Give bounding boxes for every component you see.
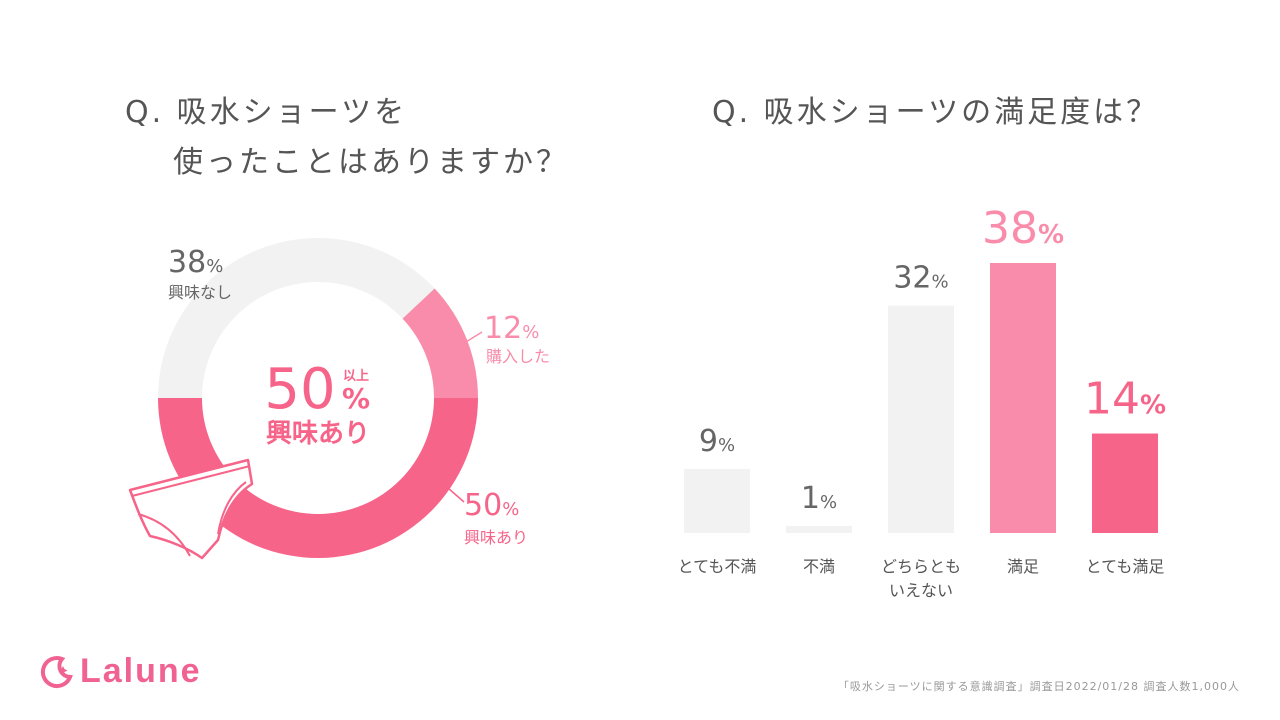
- bar-label-4: 満足: [1007, 557, 1039, 576]
- shorts-icon: [128, 458, 254, 560]
- donut-slice-bought: [402, 288, 478, 398]
- donut-center-unit: %: [342, 382, 370, 415]
- bar-label-1: とても不満: [678, 557, 757, 576]
- bar-label-3: どちらとも: [881, 557, 961, 576]
- moon-star-icon: [40, 655, 73, 688]
- donut-value-interest: 50%: [464, 488, 519, 523]
- donut-label-interest: 興味あり: [464, 528, 528, 547]
- bar-label-5: とても満足: [1086, 557, 1165, 576]
- bar-value-5: 14%: [1084, 374, 1166, 425]
- survey-footnote: 「吸水ショーツに関する意識調査」調査日2022/01/28 調査人数1,000人: [837, 680, 1240, 693]
- bar-value-1: 9%: [699, 424, 735, 459]
- bar-value-3: 32%: [893, 261, 948, 296]
- bar-value-2: 1%: [801, 481, 837, 516]
- donut-slice-interest: [158, 398, 478, 558]
- brand-name: Lalune: [80, 652, 202, 690]
- bar-value-4: 38%: [982, 203, 1064, 254]
- donut-center-value: 50: [264, 357, 335, 422]
- bar-label-2: 不満: [803, 557, 835, 576]
- right-question-title: Q. 吸水ショーツの満足度は？: [712, 95, 1160, 130]
- leader-line-interest: [447, 487, 465, 503]
- donut-center-label: 興味あり: [266, 419, 370, 449]
- bar-3: [888, 305, 954, 533]
- bar-5: [1092, 433, 1158, 533]
- brand-logo: Lalune: [40, 652, 202, 691]
- bar-1: [684, 469, 750, 533]
- bar-2: [786, 525, 852, 533]
- donut-value-bought: 12%: [484, 311, 539, 346]
- donut-value-none: 38%: [168, 245, 223, 280]
- bar-4: [990, 263, 1056, 533]
- donut-center-prefix: 以上: [343, 369, 369, 384]
- left-question-title: Q. 吸水ショーツを 使ったことはありますか？: [125, 95, 569, 180]
- donut-label-none: 興味なし: [168, 283, 232, 302]
- donut-label-bought: 購入した: [486, 347, 550, 366]
- bar-label-3: いえない: [889, 581, 953, 600]
- leader-line-bought: [465, 331, 483, 343]
- donut-slice-none: [158, 238, 435, 398]
